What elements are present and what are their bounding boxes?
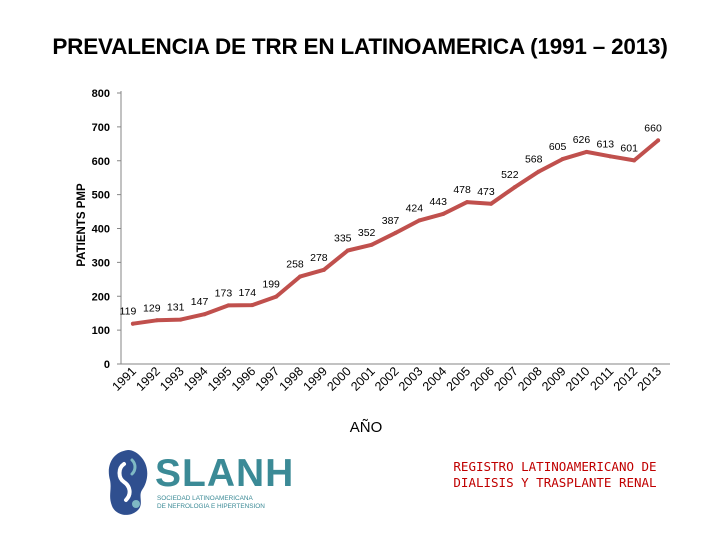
data-label: 335: [334, 233, 352, 245]
data-label: 522: [501, 169, 519, 181]
x-tick-label: 2009: [539, 364, 569, 394]
y-tick-label: 300: [92, 257, 110, 269]
data-point: [417, 218, 422, 223]
x-tick-label: 2004: [420, 364, 450, 394]
x-tick-label: 1993: [157, 364, 187, 394]
source-note: REGISTRO LATINOAMERICANO DE DIALISIS Y T…: [453, 459, 657, 490]
x-tick-label: 2012: [611, 364, 641, 394]
data-label: 131: [167, 302, 185, 314]
x-tick-label: 2005: [444, 364, 474, 394]
data-label: 605: [549, 141, 567, 153]
data-point: [560, 157, 565, 162]
data-label: 129: [143, 302, 161, 314]
y-tick-label: 100: [92, 325, 110, 337]
y-tick-label: 500: [92, 190, 110, 202]
data-point: [488, 201, 493, 206]
x-tick-label: 1996: [229, 364, 259, 394]
data-point: [632, 158, 637, 163]
data-point: [512, 185, 517, 190]
x-axis: 1991199219931994199519961997199819992000…: [109, 363, 670, 394]
data-point: [298, 274, 303, 279]
data-point: [226, 303, 231, 308]
x-tick-label: 2011: [588, 364, 617, 393]
data-point: [202, 312, 207, 317]
y-tick-label: 0: [104, 359, 110, 371]
x-tick-label: 2002: [372, 364, 402, 394]
data-point: [465, 200, 470, 205]
x-tick-label: 1994: [181, 364, 211, 394]
data-point: [393, 230, 398, 235]
y-tick-label: 600: [92, 156, 110, 168]
y-tick-label: 700: [92, 122, 110, 134]
data-point: [250, 303, 255, 308]
data-label: 278: [310, 252, 328, 264]
slide-title: PREVALENCIA DE TRR EN LATINOAMERICA (199…: [52, 34, 668, 59]
x-tick-label: 1995: [205, 364, 235, 394]
x-tick-label: 2010: [563, 364, 593, 394]
data-point: [369, 242, 374, 247]
x-axis-title: AÑO: [350, 419, 383, 436]
data-point: [130, 321, 135, 326]
y-axis: 0 100 200 300 400 500 600 700 800: [92, 88, 122, 371]
data-label: 568: [525, 154, 543, 166]
data-point: [345, 248, 350, 253]
data-labels: 119 129 131 147 173 174 199 258 278 335 352 387 424 4…: [120, 122, 662, 317]
slanh-tagline-line1: SOCIEDAD LATINOAMERICANA: [157, 495, 253, 502]
data-label: 258: [286, 259, 304, 271]
x-tick-label: 2008: [515, 364, 545, 394]
data-label: 473: [477, 186, 495, 198]
x-tick-label: 1999: [300, 364, 330, 394]
x-tick-label: 2003: [396, 364, 426, 394]
data-label: 199: [262, 279, 280, 291]
y-tick-label: 400: [92, 224, 110, 236]
series: [130, 138, 661, 326]
data-label: 174: [239, 287, 257, 299]
x-tick-label: 2006: [468, 364, 498, 394]
data-point: [536, 169, 541, 174]
x-tick-label: 1991: [109, 364, 139, 394]
y-tick-label: 800: [92, 88, 110, 100]
data-label: 173: [215, 287, 233, 299]
x-tick-label: 2000: [324, 364, 354, 394]
data-point: [441, 211, 446, 216]
data-label: 119: [120, 306, 137, 318]
x-tick-label: 1992: [133, 364, 163, 394]
data-label: 424: [406, 202, 424, 214]
slanh-tagline: SOCIEDAD LATINOAMERICANA DE NEFROLOGIA E…: [157, 495, 267, 511]
y-tick-label: 200: [92, 291, 110, 303]
slanh-kidney-logo-icon: [108, 450, 148, 515]
data-label: 626: [573, 134, 591, 146]
data-label: 443: [429, 196, 447, 208]
x-tick-label: 1998: [277, 364, 307, 394]
x-tick-label: 2001: [348, 364, 378, 394]
data-point: [154, 318, 159, 323]
x-tick-label: 1997: [253, 364, 283, 394]
x-tick-label: 2007: [491, 364, 521, 394]
data-label: 478: [453, 184, 471, 196]
data-point: [656, 138, 661, 143]
y-axis-title: PATIENTS PMP: [76, 183, 88, 267]
data-point: [321, 267, 326, 272]
data-point: [274, 294, 279, 299]
data-point: [178, 317, 183, 322]
data-label: 660: [644, 122, 662, 134]
data-label: 387: [382, 215, 400, 227]
slanh-tagline-line2: DE NEFROLOGIA E HIPERTENSION: [157, 503, 265, 510]
data-label: 147: [191, 296, 209, 308]
data-label: 613: [597, 138, 615, 150]
data-point: [608, 154, 613, 159]
slanh-wordmark: SLANH: [155, 452, 295, 495]
data-point: [584, 149, 589, 154]
x-tick-label: 2013: [635, 364, 665, 394]
data-label: 352: [358, 227, 376, 239]
data-label: 601: [620, 142, 638, 154]
